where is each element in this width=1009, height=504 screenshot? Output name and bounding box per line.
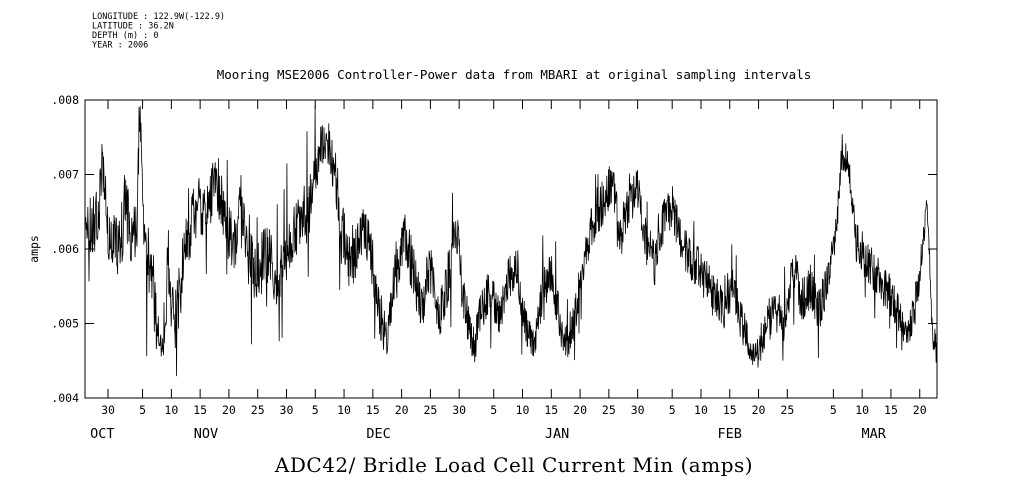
x-tick-label: 30 (280, 403, 294, 417)
y-tick-label: .007 (51, 168, 79, 182)
x-tick-label: 30 (631, 403, 645, 417)
x-month-label: DEC (366, 426, 390, 442)
x-tick-label: 20 (222, 403, 236, 417)
x-tick-label: 15 (366, 403, 380, 417)
bottom-title: ADC42/ Bridle Load Cell Current Min (amp… (274, 453, 753, 477)
x-tick-label: 5 (490, 403, 497, 417)
y-axis-label: amps (27, 235, 41, 263)
x-tick-label: 10 (694, 403, 708, 417)
y-tick-label: .005 (51, 317, 79, 331)
x-tick-label: 10 (516, 403, 530, 417)
x-month-label: JAN (545, 426, 569, 442)
x-tick-label: 5 (139, 403, 146, 417)
metadata-longitude: LONGITUDE : 122.9W(-122.9) (92, 12, 225, 22)
x-tick-label: 5 (830, 403, 837, 417)
x-tick-label: 20 (752, 403, 766, 417)
y-tick-label: .008 (51, 93, 79, 107)
x-tick-label: 15 (884, 403, 898, 417)
plot-frame (84, 99, 938, 399)
x-tick-label: 5 (312, 403, 319, 417)
metadata-latitude: LATITUDE : 36.2N (92, 22, 174, 32)
x-tick-label: 25 (251, 403, 265, 417)
x-month-label: OCT (90, 426, 114, 442)
y-tick-label: .006 (51, 242, 79, 256)
x-tick-label: 15 (723, 403, 737, 417)
x-tick-label: 25 (423, 403, 437, 417)
x-tick-label: 20 (573, 403, 587, 417)
x-tick-label: 30 (101, 403, 115, 417)
x-tick-label: 15 (193, 403, 207, 417)
data-series (84, 105, 938, 377)
x-tick-label: 10 (164, 403, 178, 417)
x-tick-label: 30 (452, 403, 466, 417)
x-month-label: NOV (194, 426, 218, 442)
x-tick-label: 20 (395, 403, 409, 417)
x-month-label: FEB (718, 426, 742, 442)
y-tick-label: .004 (51, 391, 79, 405)
metadata-depth: DEPTH (m) : 0 (92, 31, 159, 41)
data-line (84, 105, 938, 377)
x-tick-label: 5 (669, 403, 676, 417)
x-tick-label: 25 (780, 403, 794, 417)
x-tick-label: 25 (602, 403, 616, 417)
x-tick-label: 20 (913, 403, 927, 417)
x-month-label: MAR (861, 426, 886, 442)
metadata-year: YEAR : 2006 (92, 41, 148, 51)
x-tick-label: 15 (544, 403, 558, 417)
x-tick-label: 10 (337, 403, 351, 417)
x-tick-label: 10 (855, 403, 869, 417)
axes: .004 .005 .006 .007 .008 30 5 10 15 20 25 30 5 10 15 20… (51, 93, 938, 442)
chart-title: Mooring MSE2006 Controller-Power data fr… (217, 67, 812, 82)
